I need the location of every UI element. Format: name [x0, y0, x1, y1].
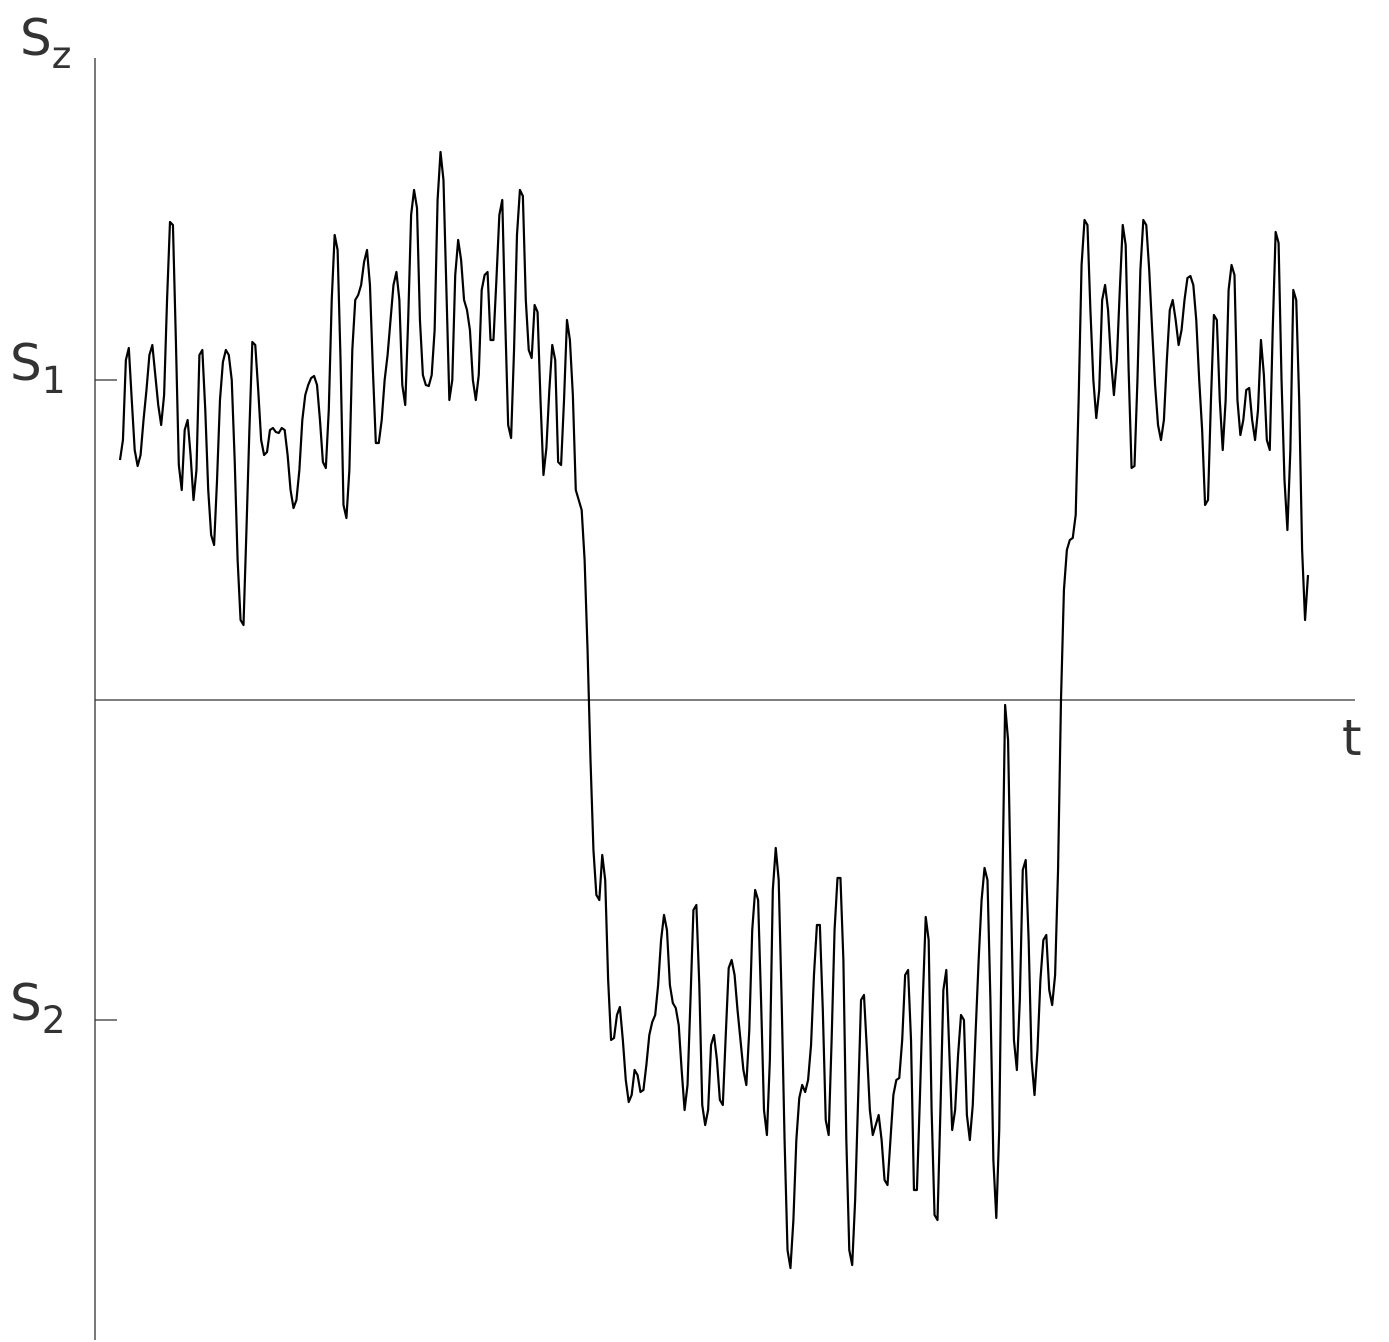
y-tick-label: S1 [10, 334, 66, 402]
y-tick-label: S2 [10, 974, 66, 1042]
y-axis-label: Sz [20, 9, 71, 77]
data-line [118, 150, 1310, 1270]
x-axis-label: t [1342, 709, 1362, 767]
